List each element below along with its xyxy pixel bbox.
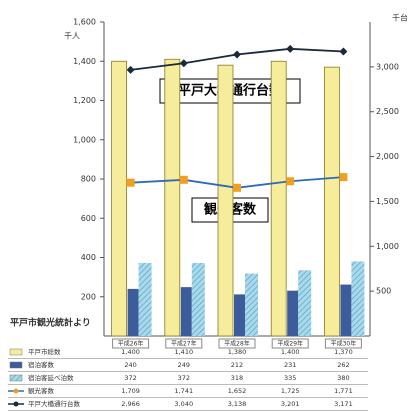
table-value: 2,966 [121,400,140,408]
table-value: 212 [231,361,243,369]
table-value: 1,771 [334,387,353,395]
marker [179,59,188,68]
table-value: 318 [231,374,243,382]
bar [111,60,127,337]
marker [233,183,241,192]
table-value: 262 [337,361,349,369]
x-tick-label: 平成29年 [277,340,303,348]
legend-swatch [13,401,19,407]
bar [164,58,181,337]
category-box [165,338,203,349]
category-box [271,338,309,349]
y-tick-label: 600 [81,214,96,223]
y2-unit: 千台 [392,13,408,23]
y-tick-label: 800 [81,175,96,184]
y2-tick-label: 3,000 [376,62,399,71]
marker [286,177,295,186]
table-value: 1,370 [334,348,353,356]
bar [323,66,340,337]
marker [339,47,348,56]
table-value: 1,725 [281,387,300,395]
x-tick-label: 平成30年 [331,340,357,348]
table-value: 3,138 [228,400,247,408]
category-box [218,338,256,349]
bar [217,64,234,337]
marker [233,50,241,59]
legend-label: 宿泊客数 [28,360,55,369]
table-value: 3,201 [281,400,300,408]
table-value: 1,652 [228,387,247,395]
table-value: 1,400 [121,348,140,356]
x-tick-label: 平成27年 [171,340,197,348]
table-value: 1,400 [281,348,300,356]
bar [298,270,312,336]
marker [339,173,348,182]
y-tick-label: 200 [81,292,96,301]
y-tick-label: 400 [81,253,96,262]
table-value: 380 [337,374,349,382]
marker [286,44,295,53]
y2-tick-label: 2,000 [376,152,399,161]
y2-tick-label: 1,500 [376,197,399,206]
x-tick-label: 平成26年 [118,340,144,348]
table-value: 3,040 [174,400,193,408]
category-box [112,338,150,349]
bar [340,284,352,336]
legend-label: 宿泊客延べ泊数 [28,373,74,382]
table-value: 1,741 [174,387,193,395]
bar [287,290,299,336]
y-tick-label: 1,400 [73,57,96,66]
legend-label: 平戸大橋通行台数 [28,399,81,408]
bar [138,262,152,336]
bar [127,288,139,336]
y-tick-label: 1,000 [73,135,96,144]
table-value: 240 [124,361,136,369]
bar [351,261,365,336]
legend-swatch [9,361,23,369]
legend-label: 観光客数 [28,386,55,395]
bar [270,60,287,337]
y-tick-label: 1,600 [73,18,96,27]
table-value: 1,709 [121,387,140,395]
marker [179,175,188,184]
y2-tick-label: 2,500 [376,107,399,116]
legend-swatch [13,388,19,394]
bar [191,262,205,336]
y2-tick-label: 1,000 [376,242,399,251]
category-box [324,338,362,349]
y-tick-label: 1,200 [73,96,96,105]
table-value: 372 [124,374,136,382]
table-value: 231 [284,361,296,369]
source: 平戸市観光統計より [10,317,91,329]
bar [234,294,245,336]
legend-label: 平戸市総数 [28,347,61,356]
table-value: 335 [284,374,296,382]
table-value: 249 [178,361,190,369]
marker [126,178,135,187]
y-unit: 千人 [64,31,80,41]
bar [180,287,192,336]
marker [126,65,135,74]
x-tick-label: 平成28年 [224,340,250,348]
legend-swatch [9,348,23,356]
table-value: 372 [178,374,190,382]
bar [245,273,258,336]
legend-swatch [9,374,23,382]
table-value: 3,171 [334,400,353,408]
y2-tick-label: 500 [376,287,391,296]
table-value: 1,380 [228,348,247,356]
table-value: 1,410 [174,348,193,356]
